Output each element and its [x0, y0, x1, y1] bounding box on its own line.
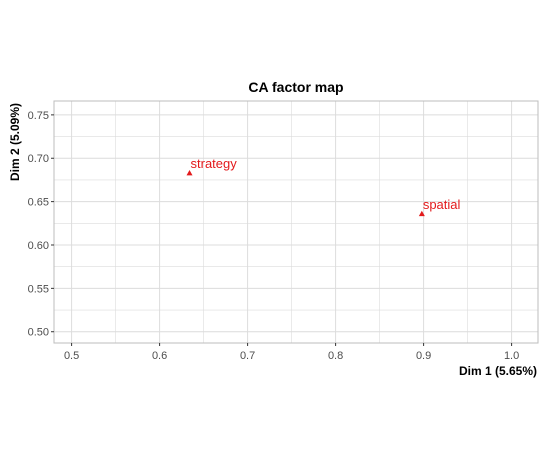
x-tick-label: 0.5 — [64, 350, 79, 362]
point-strategy — [186, 169, 193, 176]
point-label-spatial: spatial — [423, 197, 461, 212]
y-axis-title: Dim 2 (5.09%) — [8, 103, 22, 181]
y-tick-label: 0.65 — [28, 197, 49, 209]
point-label-strategy: strategy — [191, 156, 238, 171]
axis-ticks: 0.5 0.6 0.7 0.8 0.9 1.0 0.50 0.55 0.60 0.65 0.70 0.… — [28, 110, 520, 362]
data-points: strategy spatial — [186, 156, 461, 217]
grid-lines — [54, 101, 538, 343]
y-tick-label: 0.55 — [28, 283, 49, 295]
x-tick-label: 0.6 — [152, 350, 167, 362]
chart-title: CA factor map — [248, 79, 343, 95]
y-tick-label: 0.60 — [28, 240, 49, 252]
point-spatial — [418, 210, 425, 217]
x-tick-label: 1.0 — [504, 350, 519, 362]
x-tick-label: 0.9 — [416, 350, 431, 362]
y-tick-label: 0.50 — [28, 327, 49, 339]
plot-panel-border — [53, 100, 539, 344]
x-tick-label: 0.7 — [240, 350, 255, 362]
x-tick-label: 0.8 — [328, 350, 343, 362]
y-tick-label: 0.70 — [28, 153, 49, 165]
y-tick-label: 0.75 — [28, 110, 49, 122]
x-axis-title: Dim 1 (5.65%) — [459, 364, 537, 378]
